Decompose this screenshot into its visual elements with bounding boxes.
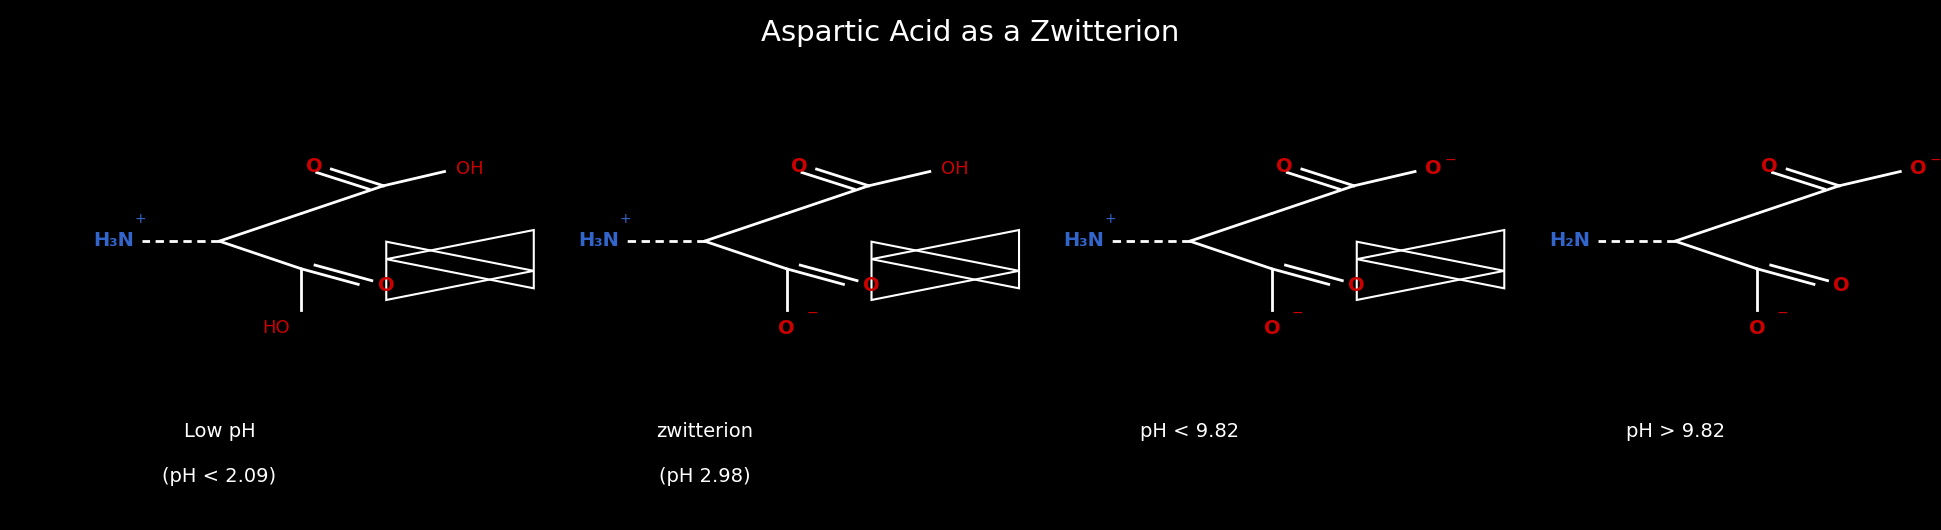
- Text: Low pH: Low pH: [184, 422, 254, 441]
- Text: OH: OH: [456, 160, 483, 178]
- Text: O: O: [1349, 276, 1365, 295]
- Text: O: O: [1834, 276, 1850, 295]
- Text: Aspartic Acid as a Zwitterion: Aspartic Acid as a Zwitterion: [761, 19, 1180, 47]
- Text: O: O: [378, 276, 394, 295]
- Text: HO: HO: [262, 319, 289, 337]
- Text: −: −: [1444, 153, 1456, 167]
- Text: pH < 9.82: pH < 9.82: [1139, 422, 1240, 441]
- Text: (pH 2.98): (pH 2.98): [658, 467, 751, 487]
- Text: H₂N: H₂N: [1549, 231, 1590, 250]
- Text: H₃N: H₃N: [1064, 231, 1104, 250]
- Text: O: O: [1760, 157, 1778, 176]
- Text: O: O: [1910, 160, 1927, 179]
- Text: OH: OH: [941, 160, 969, 178]
- Text: −: −: [1291, 306, 1302, 320]
- Text: pH > 9.82: pH > 9.82: [1625, 422, 1726, 441]
- Text: +: +: [619, 212, 631, 226]
- Text: O: O: [1275, 157, 1293, 176]
- Text: O: O: [790, 157, 807, 176]
- Text: H₃N: H₃N: [93, 231, 134, 250]
- Text: +: +: [134, 212, 146, 226]
- Text: H₃N: H₃N: [578, 231, 619, 250]
- Text: zwitterion: zwitterion: [656, 422, 753, 441]
- Text: O: O: [305, 157, 322, 176]
- Text: O: O: [1749, 319, 1766, 338]
- Text: O: O: [778, 319, 796, 338]
- Text: O: O: [864, 276, 879, 295]
- Text: O: O: [1425, 160, 1442, 179]
- Text: −: −: [806, 306, 817, 320]
- Text: (pH < 2.09): (pH < 2.09): [163, 467, 276, 487]
- Text: −: −: [1929, 153, 1941, 167]
- Text: +: +: [1104, 212, 1116, 226]
- Text: −: −: [1776, 306, 1788, 320]
- Text: O: O: [1264, 319, 1281, 338]
